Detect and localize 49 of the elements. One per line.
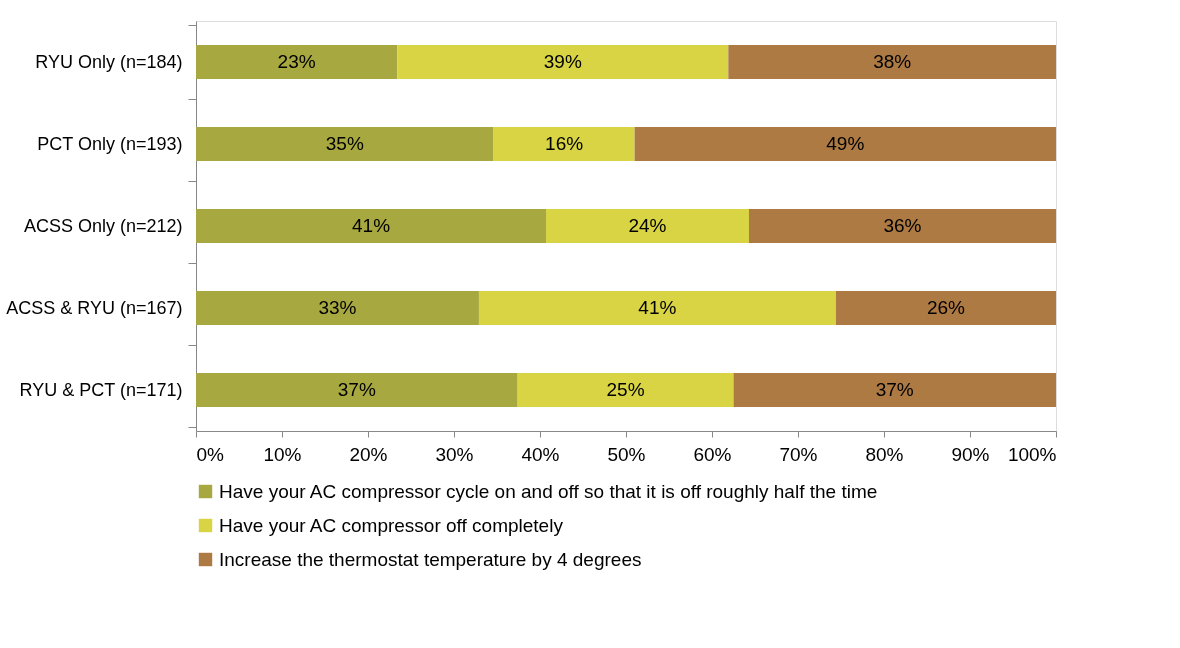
data-label: 36% (883, 215, 922, 236)
data-label: 35% (325, 133, 364, 154)
y-tick-label: RYU Only (n=184) (35, 51, 183, 72)
x-tick-label: 100% (1007, 443, 1057, 465)
bar (634, 127, 1056, 161)
data-label: 16% (545, 133, 584, 154)
y-tick-label: PCT Only (n=193) (37, 133, 183, 154)
bar (546, 209, 749, 243)
bar (196, 209, 547, 243)
bar (196, 291, 479, 325)
data-label: 24% (628, 215, 667, 236)
y-tick-label: RYU & PCT (n=171) (19, 379, 183, 400)
y-tick-label: ACSS Only (n=212) (23, 215, 183, 236)
legend-label: Have your AC compressor off completely (219, 514, 564, 536)
bar (748, 209, 1056, 243)
legend-label: Have your AC compressor cycle on and off so that it is off roughly half the time (219, 480, 878, 502)
x-tick-label: 0% (196, 443, 225, 465)
data-label: 41% (638, 297, 677, 318)
bar (493, 127, 635, 161)
x-tick-label: 10% (263, 443, 302, 465)
legend-label: Increase the thermostat temperature by 4 degrees (219, 548, 642, 570)
bar (196, 373, 518, 407)
data-label: 25% (606, 379, 645, 400)
data-label: 37% (337, 379, 376, 400)
x-tick-label: 50% (607, 443, 646, 465)
x-tick-label: 60% (693, 443, 732, 465)
bar (397, 45, 729, 79)
data-label: 37% (875, 379, 914, 400)
data-label: 41% (351, 215, 391, 236)
data-label: 39% (543, 51, 582, 72)
bar (196, 45, 398, 79)
bar (733, 373, 1056, 407)
bar (728, 45, 1056, 79)
x-tick-label: 80% (865, 443, 904, 465)
data-label: 26% (926, 297, 966, 318)
bar (478, 291, 836, 325)
y-tick-label: ACSS & RYU (n=167) (6, 297, 183, 318)
data-label: 49% (826, 133, 865, 154)
data-label: 23% (277, 51, 316, 72)
bar (196, 127, 494, 161)
bar (835, 291, 1056, 325)
data-label: 38% (873, 51, 912, 72)
x-tick-label: 20% (349, 443, 388, 465)
x-tick-label: 90% (951, 443, 990, 465)
x-tick-label: 70% (779, 443, 818, 465)
x-tick-label: 30% (435, 443, 474, 465)
x-tick-label: 40% (521, 443, 560, 465)
bar (517, 373, 734, 407)
data-label: 33% (318, 297, 357, 318)
